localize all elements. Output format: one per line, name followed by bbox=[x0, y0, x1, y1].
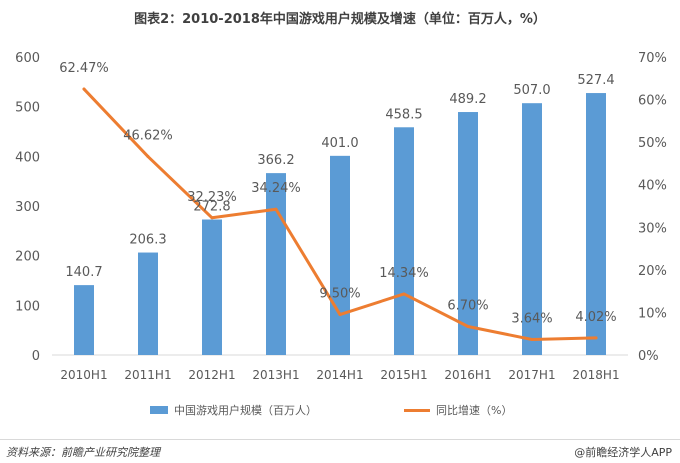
legend-label-growth: 同比增速（%） bbox=[436, 404, 513, 417]
bar-value-label: 527.4 bbox=[577, 73, 614, 88]
legend-swatch-bar bbox=[150, 406, 168, 414]
line-value-label: 14.34% bbox=[379, 266, 429, 281]
x-tick-label: 2010H1 bbox=[60, 368, 107, 382]
bar bbox=[266, 173, 286, 355]
source-note: 资料来源：前瞻产业研究院整理 bbox=[6, 446, 160, 459]
bar-value-label: 366.2 bbox=[257, 153, 294, 168]
line-value-label: 46.62% bbox=[123, 129, 173, 144]
line-value-label: 32.23% bbox=[187, 190, 237, 205]
line-point bbox=[338, 313, 342, 317]
x-tick-label: 2012H1 bbox=[188, 368, 235, 382]
y-left-tick-label: 600 bbox=[15, 51, 40, 66]
line-value-label: 34.24% bbox=[251, 181, 301, 196]
line-point bbox=[594, 336, 598, 340]
bar bbox=[138, 252, 158, 355]
line-point bbox=[530, 338, 534, 342]
x-tick-label: 2014H1 bbox=[316, 368, 363, 382]
y-right-tick-label: 10% bbox=[638, 306, 667, 321]
bar bbox=[522, 103, 542, 355]
line-point bbox=[402, 292, 406, 296]
legend-item-users: 中国游戏用户规模（百万人） bbox=[150, 402, 317, 418]
footer: 资料来源：前瞻产业研究院整理 @前瞻经济学人APP bbox=[0, 439, 680, 460]
x-tick-label: 2015H1 bbox=[380, 368, 427, 382]
y-right-tick-label: 20% bbox=[638, 264, 667, 279]
legend-label-users: 中国游戏用户规模（百万人） bbox=[174, 404, 317, 417]
legend-swatch-line bbox=[404, 408, 430, 412]
bar-value-label: 140.7 bbox=[65, 265, 102, 280]
bar-value-label: 272.8 bbox=[193, 200, 230, 215]
bar bbox=[202, 219, 222, 355]
bar-value-label: 206.3 bbox=[129, 233, 166, 248]
x-tick-label: 2016H1 bbox=[444, 368, 491, 382]
chart-title: 图表2：2010-2018年中国游戏用户规模及增速（单位：百万人，%） bbox=[134, 12, 546, 27]
y-right-tick-label: 50% bbox=[638, 136, 667, 151]
bar-value-label: 507.0 bbox=[513, 83, 550, 98]
y-right-tick-label: 60% bbox=[638, 94, 667, 109]
x-tick-label: 2017H1 bbox=[508, 368, 555, 382]
bar bbox=[330, 155, 350, 355]
y-left-tick-label: 400 bbox=[15, 150, 40, 165]
line-value-label: 9.50% bbox=[319, 287, 360, 302]
bar bbox=[74, 285, 94, 355]
line-point bbox=[274, 207, 278, 211]
y-left-tick-label: 100 bbox=[15, 299, 40, 314]
y-left-tick-label: 0 bbox=[32, 349, 40, 364]
bar-value-label: 458.5 bbox=[385, 107, 422, 122]
bar-value-label: 401.0 bbox=[321, 136, 358, 151]
bar bbox=[458, 112, 478, 355]
legend: 中国游戏用户规模（百万人） 同比增速（%） bbox=[0, 402, 680, 418]
x-tick-label: 2013H1 bbox=[252, 368, 299, 382]
line-value-label: 6.70% bbox=[447, 298, 488, 313]
line-point bbox=[210, 216, 214, 220]
y-right-tick-label: 40% bbox=[638, 179, 667, 194]
y-left-tick-label: 200 bbox=[15, 250, 40, 265]
brand-label: @前瞻经济学人APP bbox=[574, 446, 672, 459]
bar bbox=[586, 93, 606, 356]
bar bbox=[394, 127, 414, 355]
x-tick-label: 2018H1 bbox=[572, 368, 619, 382]
line-point bbox=[82, 87, 86, 91]
y-right-tick-label: 70% bbox=[638, 51, 667, 66]
line-value-label: 3.64% bbox=[511, 312, 552, 327]
line-point bbox=[146, 155, 150, 159]
legend-item-growth: 同比增速（%） bbox=[404, 402, 512, 418]
line-value-label: 4.02% bbox=[575, 310, 616, 325]
x-tick-label: 2011H1 bbox=[124, 368, 171, 382]
line-point bbox=[466, 324, 470, 328]
y-left-tick-label: 300 bbox=[15, 200, 40, 215]
line-value-label: 62.47% bbox=[59, 61, 109, 76]
y-right-tick-label: 0% bbox=[638, 349, 659, 364]
y-left-tick-label: 500 bbox=[15, 101, 40, 116]
y-right-tick-label: 30% bbox=[638, 221, 667, 236]
bar-value-label: 489.2 bbox=[449, 92, 486, 107]
